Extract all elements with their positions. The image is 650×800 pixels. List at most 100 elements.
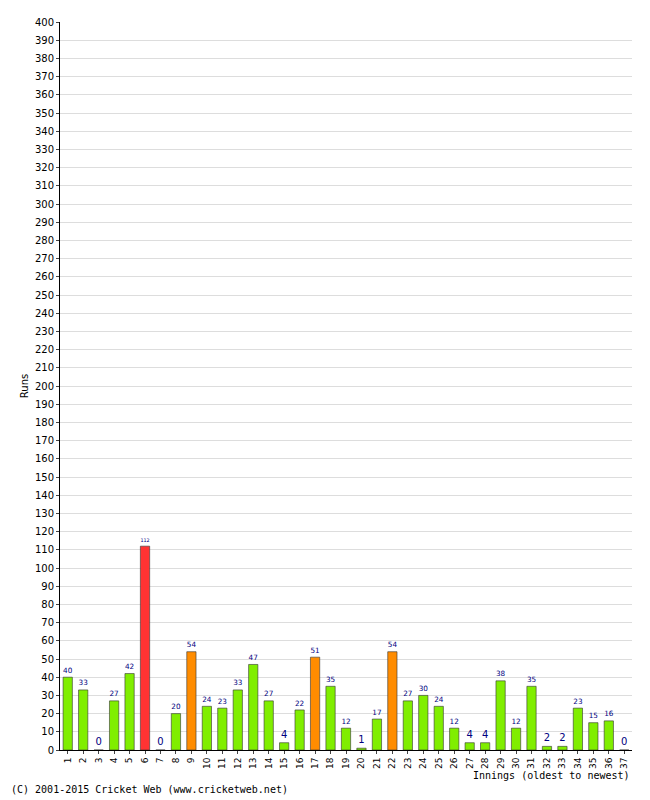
svg-text:14: 14 — [264, 757, 274, 769]
svg-text:230: 230 — [35, 326, 54, 337]
svg-text:25: 25 — [434, 758, 444, 769]
svg-text:140: 140 — [35, 490, 54, 501]
svg-text:4: 4 — [109, 757, 119, 763]
svg-text:210: 210 — [35, 362, 54, 373]
svg-text:320: 320 — [35, 162, 54, 173]
svg-text:47: 47 — [249, 653, 258, 662]
svg-text:21: 21 — [372, 758, 382, 769]
svg-text:33: 33 — [557, 758, 567, 769]
svg-text:27: 27 — [109, 689, 118, 698]
svg-text:30: 30 — [41, 690, 54, 701]
svg-text:24: 24 — [434, 695, 444, 704]
svg-text:18: 18 — [325, 757, 335, 769]
svg-text:250: 250 — [35, 290, 54, 301]
svg-text:20: 20 — [41, 708, 54, 719]
svg-text:22: 22 — [387, 758, 397, 769]
svg-text:15: 15 — [589, 711, 598, 720]
svg-text:22: 22 — [295, 699, 304, 708]
svg-text:200: 200 — [35, 381, 54, 392]
svg-text:180: 180 — [35, 417, 54, 428]
svg-text:50: 50 — [41, 654, 54, 665]
svg-text:33: 33 — [79, 678, 89, 687]
svg-text:12: 12 — [511, 717, 520, 726]
svg-text:110: 110 — [35, 544, 54, 555]
svg-text:Runs: Runs — [19, 374, 30, 398]
svg-text:10: 10 — [202, 757, 212, 769]
svg-text:3: 3 — [94, 758, 104, 764]
svg-text:190: 190 — [35, 399, 54, 410]
svg-text:20: 20 — [171, 702, 181, 711]
svg-text:42: 42 — [125, 662, 134, 671]
svg-text:35: 35 — [527, 675, 536, 684]
svg-text:340: 340 — [35, 126, 54, 137]
svg-text:27: 27 — [403, 689, 412, 698]
svg-text:330: 330 — [35, 144, 54, 155]
svg-text:390: 390 — [35, 35, 54, 46]
svg-text:37: 37 — [619, 758, 629, 769]
svg-text:17: 17 — [310, 758, 320, 769]
svg-text:220: 220 — [35, 344, 54, 355]
svg-text:9: 9 — [186, 757, 196, 763]
svg-text:90: 90 — [41, 581, 54, 592]
svg-text:32: 32 — [542, 758, 552, 769]
svg-text:31: 31 — [526, 758, 536, 769]
svg-text:370: 370 — [35, 71, 54, 82]
svg-text:5: 5 — [124, 758, 134, 764]
svg-text:16: 16 — [604, 709, 614, 718]
svg-text:26: 26 — [449, 757, 459, 769]
svg-text:360: 360 — [35, 89, 54, 100]
svg-text:19: 19 — [341, 757, 351, 769]
svg-text:35: 35 — [326, 675, 335, 684]
svg-text:170: 170 — [35, 435, 54, 446]
svg-text:27: 27 — [264, 689, 273, 698]
svg-text:0: 0 — [95, 736, 101, 747]
svg-text:270: 270 — [35, 253, 54, 264]
svg-text:4: 4 — [281, 729, 287, 740]
svg-text:260: 260 — [35, 271, 54, 282]
svg-text:240: 240 — [35, 308, 54, 319]
svg-text:54: 54 — [388, 640, 398, 649]
svg-text:2: 2 — [544, 732, 550, 743]
svg-text:280: 280 — [35, 235, 54, 246]
svg-text:23: 23 — [218, 697, 228, 706]
svg-text:13: 13 — [248, 758, 258, 769]
svg-text:0: 0 — [48, 745, 54, 756]
svg-text:24: 24 — [418, 757, 428, 769]
svg-text:80: 80 — [41, 599, 54, 610]
svg-text:2: 2 — [78, 758, 88, 764]
svg-text:10: 10 — [41, 726, 54, 737]
svg-text:310: 310 — [35, 180, 54, 191]
svg-text:23: 23 — [403, 758, 413, 769]
svg-text:24: 24 — [202, 695, 212, 704]
svg-text:17: 17 — [372, 708, 381, 717]
svg-text:4: 4 — [466, 729, 472, 740]
svg-text:54: 54 — [187, 640, 197, 649]
svg-text:112: 112 — [140, 537, 149, 543]
svg-text:34: 34 — [573, 757, 583, 769]
svg-text:380: 380 — [35, 53, 54, 64]
svg-text:35: 35 — [588, 758, 598, 769]
svg-text:40: 40 — [63, 666, 73, 675]
svg-text:290: 290 — [35, 217, 54, 228]
svg-text:70: 70 — [41, 617, 54, 628]
svg-text:0: 0 — [621, 736, 627, 747]
svg-text:400: 400 — [35, 17, 54, 28]
svg-text:29: 29 — [496, 757, 506, 769]
svg-text:6: 6 — [140, 757, 150, 763]
svg-text:30: 30 — [511, 757, 521, 769]
svg-text:7: 7 — [155, 758, 165, 764]
svg-text:12: 12 — [233, 758, 243, 769]
svg-text:36: 36 — [604, 757, 614, 769]
svg-text:12: 12 — [341, 717, 350, 726]
svg-text:4: 4 — [482, 729, 488, 740]
svg-text:1: 1 — [63, 758, 73, 764]
svg-text:51: 51 — [310, 646, 319, 655]
svg-text:27: 27 — [465, 758, 475, 769]
svg-text:300: 300 — [35, 199, 54, 210]
svg-text:16: 16 — [295, 757, 305, 769]
svg-text:60: 60 — [41, 635, 54, 646]
svg-text:100: 100 — [35, 563, 54, 574]
svg-text:11: 11 — [217, 758, 227, 769]
svg-text:0: 0 — [157, 736, 163, 747]
svg-text:2: 2 — [559, 732, 565, 743]
